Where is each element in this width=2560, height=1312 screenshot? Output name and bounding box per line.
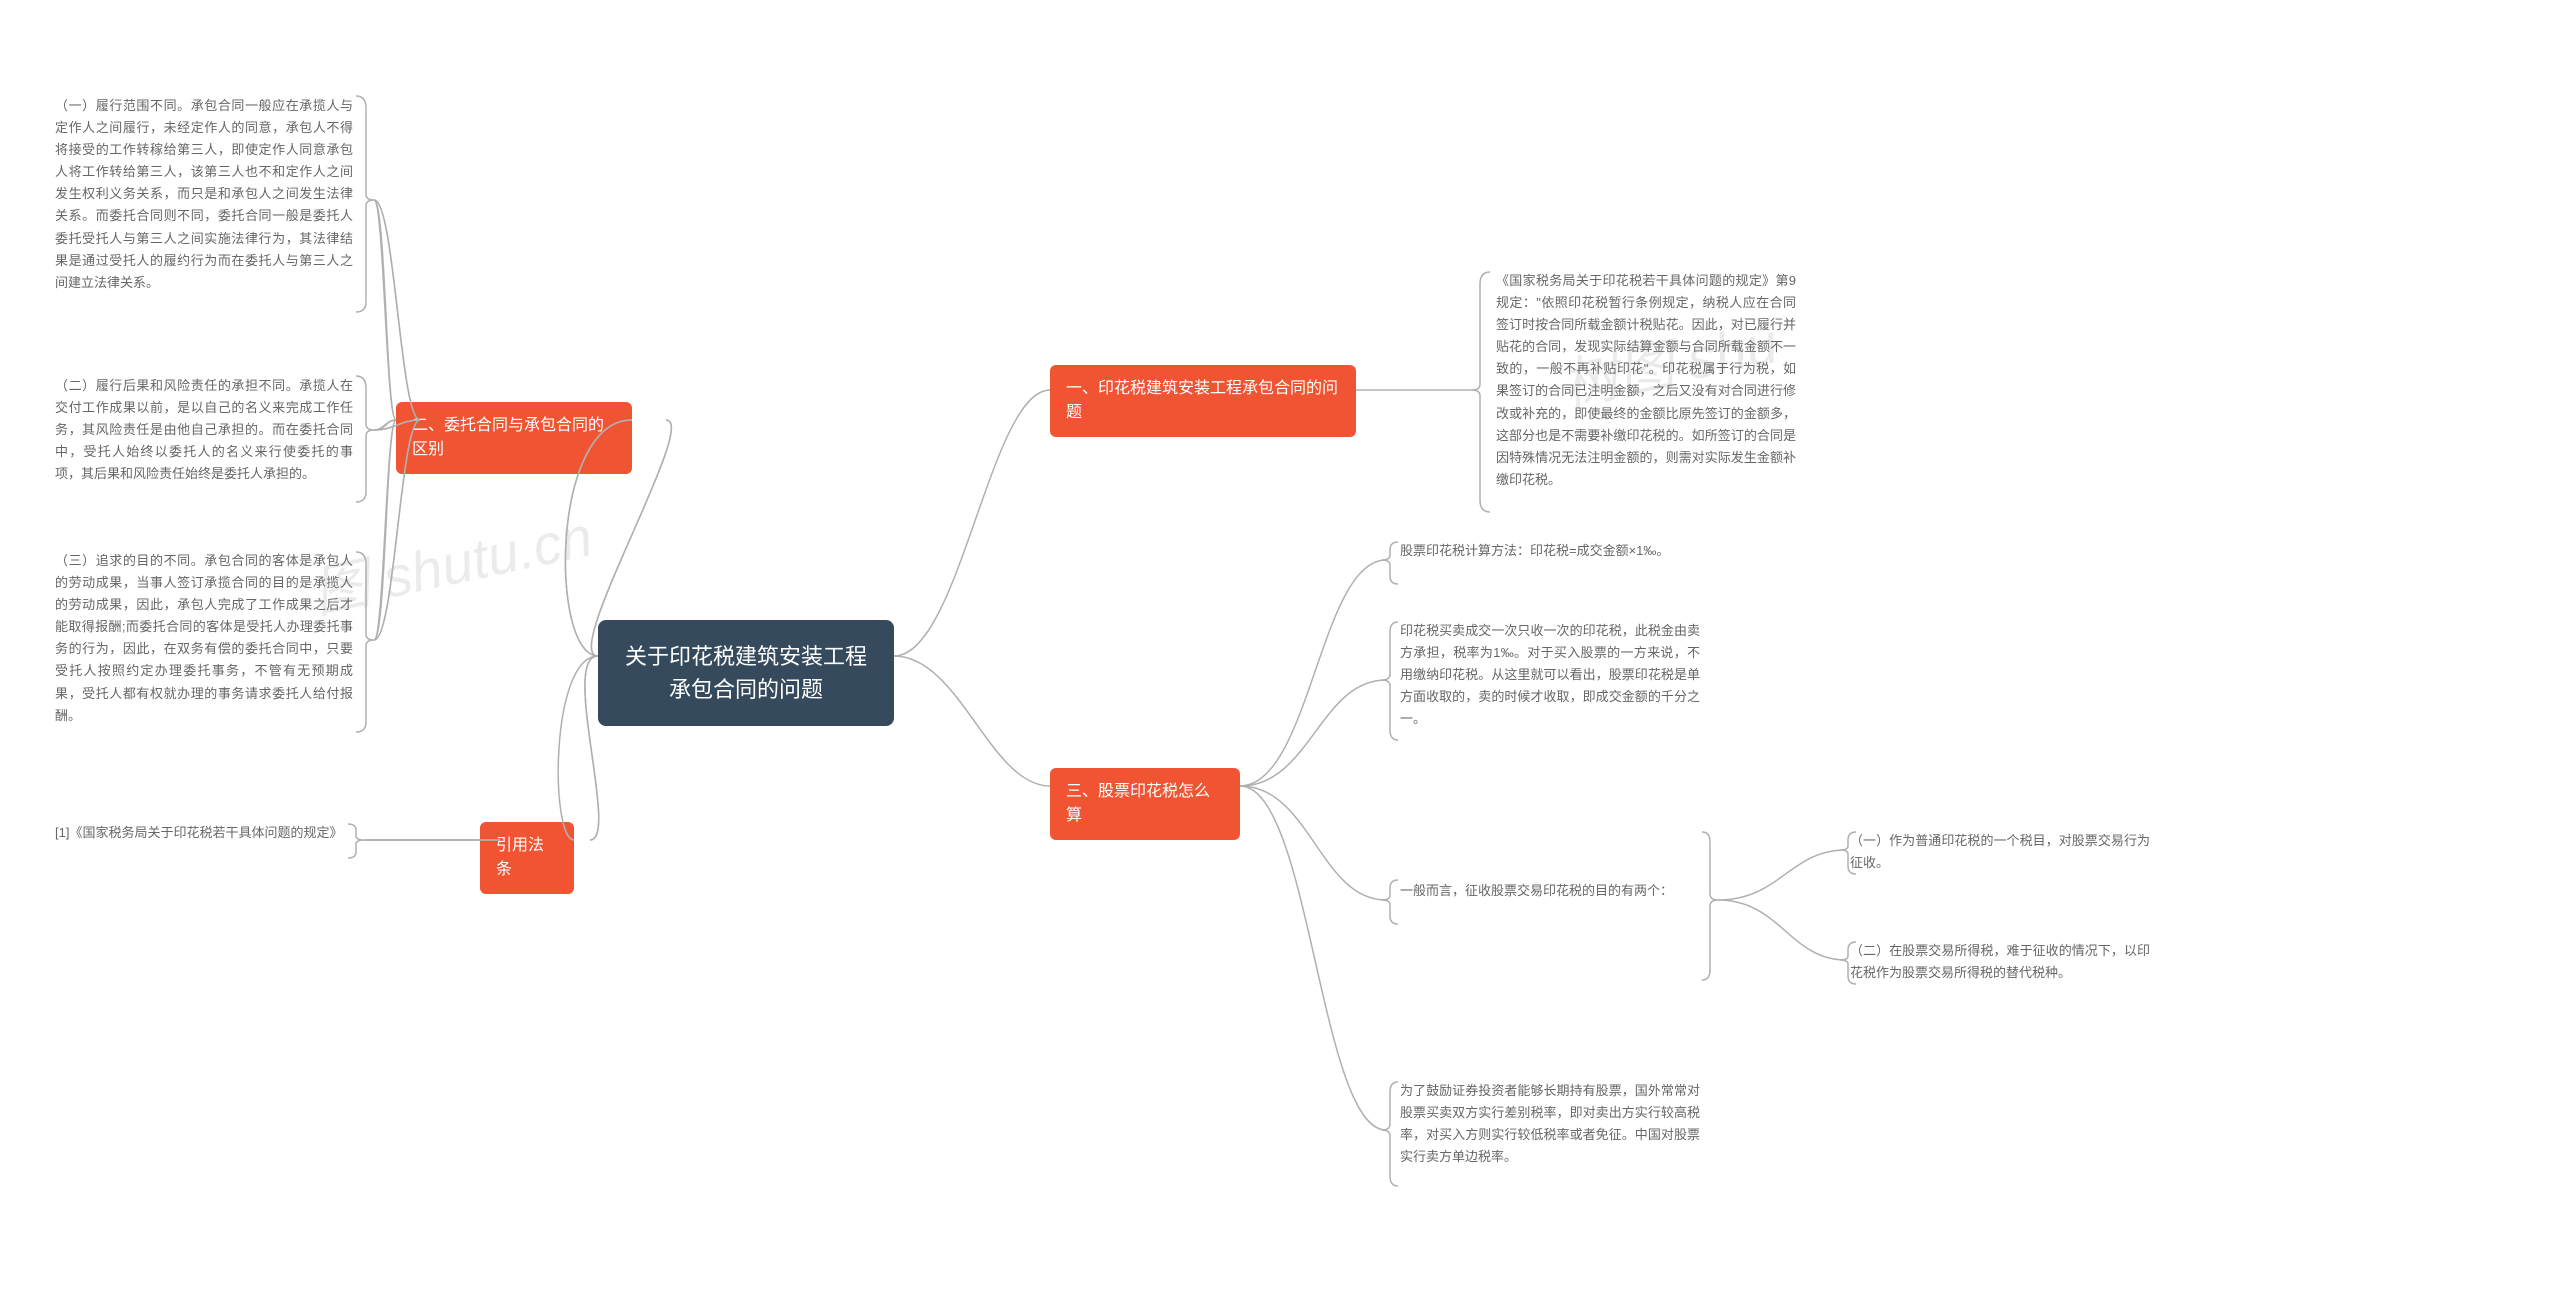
branch-3-leaf-4: 为了鼓励证券投资者能够长期持有股票，国外常常对股票买卖双方实行差别税率，即对卖出… bbox=[1400, 1080, 1700, 1168]
fix-left-curve-2 bbox=[0, 0, 2560, 1312]
branch-1-leaf-1: 《国家税务局关于印花税若干具体问题的规定》第9规定："依照印花税暂行条例规定，纳… bbox=[1496, 270, 1796, 491]
branch-3: 三、股票印花税怎么算 bbox=[1050, 768, 1240, 840]
branch-3-leaf-3-sub1: （一）作为普通印花税的一个税目，对股票交易行为征收。 bbox=[1850, 830, 2150, 874]
branch-4-leaf-1: [1]《国家税务局关于印花税若干具体问题的规定》 bbox=[55, 822, 345, 844]
branch-3-leaf-2: 印花税买卖成交一次只收一次的印花税，此税金由卖方承担，税率为1‰。对于买入股票的… bbox=[1400, 620, 1700, 730]
branch-2: 二、委托合同与承包合同的区别 bbox=[396, 402, 632, 474]
branch-3-leaf-1: 股票印花税计算方法：印花税=成交金额×1‰。 bbox=[1400, 540, 1700, 562]
branch-4: 引用法条 bbox=[480, 822, 574, 894]
connectors-master bbox=[0, 0, 2560, 1312]
central-topic: 关于印花税建筑安装工程 承包合同的问题 bbox=[598, 620, 894, 726]
branch-2-leaf-3: （三）追求的目的不同。承包合同的客体是承包人的劳动成果，当事人签订承揽合同的目的… bbox=[55, 550, 353, 727]
branch-3-leaf-3-header: 一般而言，征收股票交易印花税的目的有两个： bbox=[1400, 880, 1700, 902]
fix-left-curve bbox=[0, 0, 2560, 1312]
branch-1: 一、印花税建筑安装工程承包合同的问题 bbox=[1050, 365, 1356, 437]
branch-2-leaf-1: （一）履行范围不同。承包合同一般应在承揽人与定作人之间履行，未经定作人的同意，承… bbox=[55, 95, 353, 294]
branch-2-leaf-2: （二）履行后果和风险责任的承担不同。承揽人在交付工作成果以前，是以自己的名义来完… bbox=[55, 375, 353, 485]
branch-3-leaf-3-sub2: （二）在股票交易所得税，难于征收的情况下，以印花税作为股票交易所得税的替代税种。 bbox=[1850, 940, 2150, 984]
